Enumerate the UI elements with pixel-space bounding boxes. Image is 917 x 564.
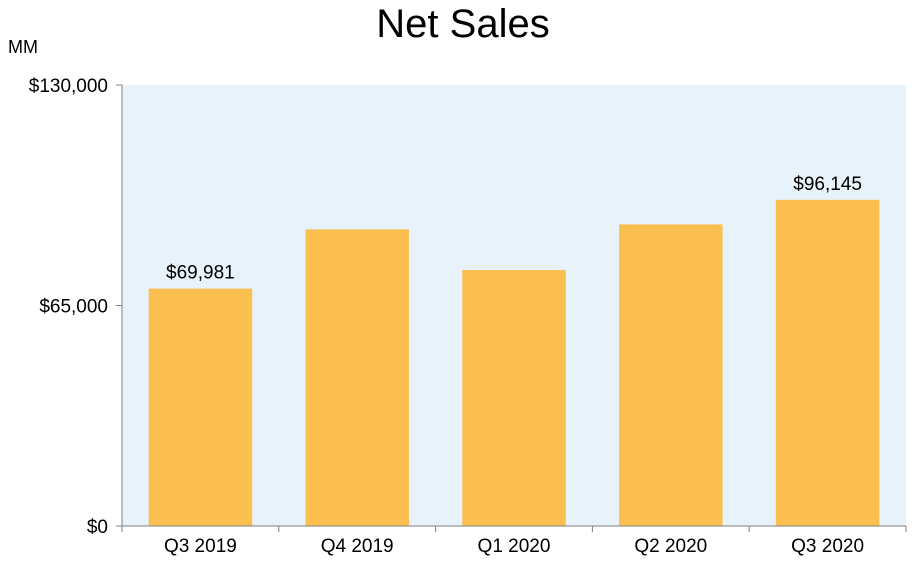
bar-q2-2020 (619, 224, 723, 527)
bar-q3-2020 (775, 199, 880, 527)
x-tick-label: Q3 2019 (164, 536, 237, 557)
x-tick-label: Q4 2019 (321, 536, 394, 557)
chart-title: Net Sales (376, 2, 549, 46)
x-tick-label: Q1 2020 (478, 536, 551, 557)
bar-q3-2019 (148, 288, 253, 526)
x-tick-label: Q3 2020 (791, 536, 864, 557)
y-tick-label: $65,000 (39, 297, 108, 318)
data-label: $96,145 (793, 174, 862, 195)
bar-q1-2020 (462, 270, 566, 526)
bars-group (148, 199, 880, 527)
y-tick-label: $0 (87, 517, 108, 538)
x-tick-label: Q2 2020 (634, 536, 707, 557)
y-tick-label: $130,000 (29, 76, 108, 97)
data-label: $69,981 (166, 263, 235, 284)
axes-group (116, 84, 907, 532)
unit-label: MM (8, 37, 38, 57)
bar-q4-2019 (305, 229, 409, 527)
labels-group: Q3 2019 $69,981 Q4 2019 Q1 2020 Q2 2020 Q3 20… (29, 76, 864, 557)
